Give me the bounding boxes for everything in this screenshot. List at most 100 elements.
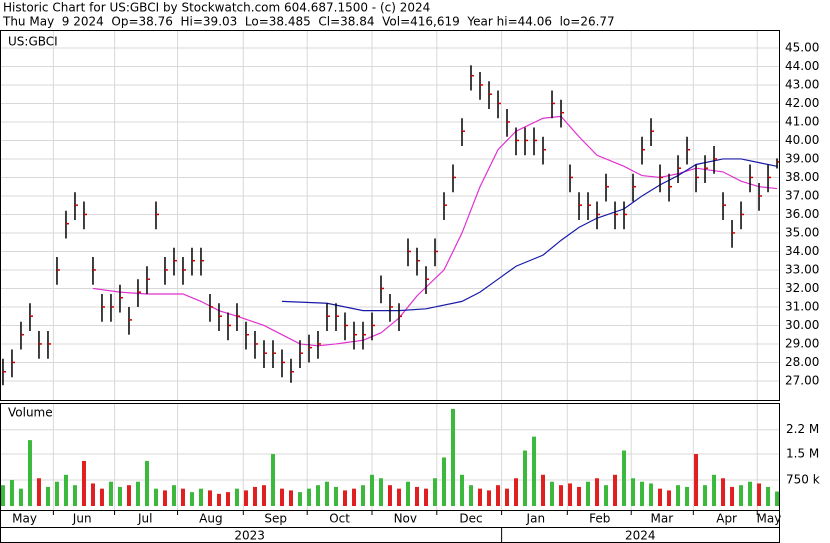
volume-bar [378,478,383,506]
grids [0,30,780,510]
volume-bar [568,483,573,506]
volume-bar [171,485,176,506]
volume-bar [595,478,600,506]
volume-bar [496,485,501,506]
volume-bar [541,474,546,506]
y-tick-label: 37.00 [785,188,819,202]
volume-bar [243,490,248,506]
volume-bar [388,485,392,506]
volume-bar [333,486,338,506]
volume-bar [451,408,456,506]
volume-bar [126,485,131,506]
y-tick-label: 34.00 [785,244,819,258]
volume-tick-label: 2.2 M [786,422,819,436]
volume-bar [351,488,356,506]
volume-bar [297,492,302,506]
volume-bar [225,492,230,506]
marks [0,65,781,506]
month-label: Mar [651,512,674,526]
y-tick-label: 30.00 [785,318,819,332]
volume-bar [162,490,167,506]
y-tick-label: 27.00 [785,373,819,387]
volume-bar [640,481,645,506]
volume-bar [36,478,41,506]
volume-bar [135,481,140,506]
y-tick-label: 31.00 [785,299,819,313]
volume-bar [306,488,311,506]
volume-bar [216,493,221,506]
volume-bar [27,440,32,506]
volume-bar [9,479,14,506]
y-tick-label: 29.00 [785,336,819,350]
volume-bar [577,486,582,506]
volume-bar [117,486,122,506]
volume-bar [81,460,86,506]
y-tick-label: 45.00 [785,40,819,54]
y-tick-label: 39.00 [785,151,819,165]
y-tick-label: 33.00 [785,262,819,276]
volume-bar [288,490,293,506]
year-label: 2024 [625,529,656,543]
month-label: Jun [72,512,92,526]
volume-bar [261,485,266,506]
volume-bar [279,488,284,506]
volume-bar [460,474,465,506]
volume-bar [676,485,681,506]
volume-tick-label: 1.5 M [786,446,819,460]
volume-bar [721,478,726,506]
y-tick-label: 42.00 [785,96,819,110]
volume-bar [757,483,762,506]
volume-bar [252,486,257,506]
volume-bar [207,490,212,506]
volume-bar [703,485,708,506]
volume-bar [694,453,699,506]
volume-bar [712,474,717,506]
month-label: Jan [526,512,546,526]
volume-bar [234,488,239,506]
month-label: Oct [329,512,350,526]
volume-bar [613,474,618,506]
month-label: May [12,512,37,526]
volume-bar [0,485,5,506]
volume-bar [685,486,690,506]
volume-bar [63,474,68,506]
volume-bar [397,488,402,506]
volume-bar [478,488,483,506]
volume-bar [369,474,374,506]
volume-bar [54,481,59,506]
chart-subtitle: Thu May 9 2024 Op=38.76 Hi=39.03 Lo=38.4… [2,15,615,29]
month-label: Dec [459,512,482,526]
month-label: May [757,512,782,526]
volume-bar [658,488,663,506]
volume-bar [766,486,771,506]
volume-bar [18,488,23,506]
volume-bar [360,485,365,506]
month-label: Apr [716,512,737,526]
volume-bar [775,491,780,506]
volume-bar [469,485,474,506]
volume-bar [72,485,77,506]
volume-bar [442,457,447,506]
volume-bar [667,490,672,506]
volume-bar [324,481,329,506]
volume-bar [739,485,744,506]
y-tick-label: 40.00 [785,133,819,147]
y-tick-label: 38.00 [785,170,819,184]
volume-bar [622,450,627,506]
volume-bar [730,486,735,506]
volume-bar [99,488,104,506]
volume-bar [198,488,203,506]
month-label: Aug [199,512,222,526]
volume-bar [505,488,510,506]
volume-bar [586,481,591,506]
y-tick-label: 41.00 [785,114,819,128]
volume-bar [342,490,347,506]
volume-bar [406,481,411,506]
y-tick-label: 35.00 [785,225,819,239]
volume-bar [631,478,636,506]
volume-bar [153,488,158,506]
volume-bar [433,478,438,506]
volume-bar [649,483,654,506]
volume-bar [532,436,537,506]
month-label: Sep [264,512,287,526]
